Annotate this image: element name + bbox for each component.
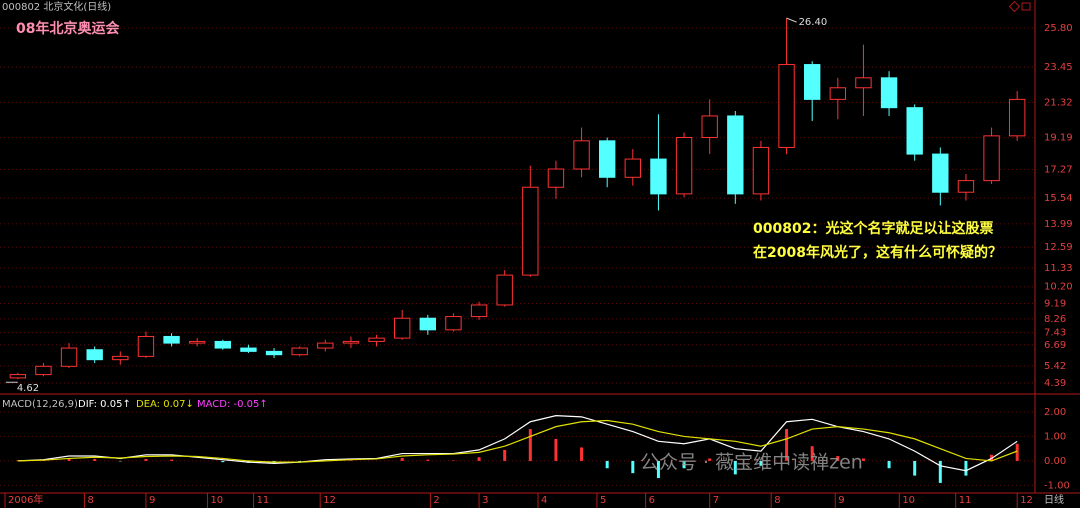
dea-label: DEA: 0.07↓ [136,399,194,410]
dif-label: DIF: 0.05↑ [78,399,131,410]
candle-body [624,158,641,178]
macd-header: MACD(12,26,9) [2,399,78,410]
candle-body [35,365,52,376]
candle-body [752,146,770,195]
y-tick-label: 17.27 [1044,165,1073,176]
y-tick-label: 25.80 [1044,23,1073,34]
icon[interactable] [1021,2,1031,11]
max-label: 26.40 [799,17,828,28]
x-tick-label: 11 [959,495,972,506]
candle-body [701,115,718,139]
candle-body [189,340,206,344]
plot-area: 25.80 23.45 21.32 19.19 17.27 15.54 13.99 12.59… [0,17,1073,508]
macd-label: MACD: -0.05↑ [197,399,268,410]
y-tick-label: 11.33 [1044,263,1073,274]
dea-line [17,419,1018,463]
x-tick-label: 6 [649,495,655,506]
candle-body [163,335,180,344]
candle-body [240,347,257,352]
y-tick-label: 0.00 [1044,456,1066,467]
y-tick-label: 4.39 [1044,378,1066,389]
candle-body [445,316,462,331]
candle-body [547,168,565,188]
y-tick-label: 10.20 [1044,282,1073,293]
candle-body [829,87,846,100]
x-tick-label: 12 [323,495,336,506]
y-tick-label: 9.19 [1044,298,1066,309]
x-tick-label: 11 [257,495,270,506]
x-tick-label: 12 [1020,495,1033,506]
x-tick-label: 9 [838,495,844,506]
candle-body [86,349,103,361]
candle-body [137,335,155,357]
candle-body [291,347,308,356]
candle-body [778,64,795,148]
y-tick-label: 2.00 [1044,407,1066,418]
y-tick-label: 19.19 [1044,133,1073,144]
y-tick-label: 21.32 [1044,97,1073,108]
candle-body [470,304,488,318]
y-tick-label: 5.42 [1044,361,1066,372]
y-tick-label: 13.99 [1044,219,1073,230]
x-tick-label: 8 [774,495,780,506]
candle-body [9,374,26,379]
icon[interactable] [1008,0,1021,13]
x-tick-label: 7 [713,495,719,506]
candle-body [265,350,283,356]
candle-body [906,107,923,155]
y-tick-label: 7.43 [1044,328,1066,339]
x-tick-label: 10 [902,495,915,506]
candle-body [394,317,411,339]
min-label: 4.62 [17,383,39,394]
candle-body [957,180,975,193]
period-label: 日线 [1044,493,1064,506]
candle-body [112,355,129,361]
candle-body [419,317,436,331]
candle-body [214,340,231,349]
tag-label: 08年北京奥运会 [16,20,120,37]
x-tick-label: 3 [482,495,488,506]
candle-body [342,340,360,344]
candle-body [496,274,513,306]
candle-body [727,115,744,195]
candle-body [932,153,949,193]
y-tick-label: 6.69 [1044,340,1066,351]
y-tick-label: 15.54 [1044,193,1073,204]
pointer [786,17,797,23]
candle-body [804,64,821,100]
x-tick-label: 2 [433,495,439,506]
candle-body [880,77,898,109]
y-tick-label: 8.26 [1044,314,1066,325]
candle-body [650,158,667,195]
candle-body [983,135,1000,182]
candle-body [522,186,539,276]
y-tick-label: 1.00 [1044,431,1066,442]
x-tick-label: 8 [87,495,93,506]
candle-body [855,77,872,89]
y-tick-label: 12.59 [1044,242,1073,253]
watermark: 公众号 · 薇宝维中读禅zen [640,452,863,474]
x-tick-label: 10 [210,495,223,506]
x-tick-label: 5 [600,495,606,506]
y-tick-label: 23.45 [1044,62,1073,73]
candle-body [599,140,616,178]
annotation-line: 000802：光这个名字就足以让这股票 [753,220,993,237]
x-tick-label: 9 [149,495,155,506]
candle-body [573,140,590,170]
annotation-line: 在2008年风光了，这有什么可怀疑的？ [753,244,1002,261]
x-tick-label: 4 [541,495,547,506]
candle-body [317,342,334,349]
candle-body [60,347,78,367]
x-tick-label: 2006年 [8,493,43,506]
candle-body [368,337,385,342]
candle-body [675,137,693,195]
y-tick-label: -1.00 [1044,480,1070,491]
candle-body [1009,98,1026,137]
chart-title: 000802 北京文化(日线) [2,0,111,13]
